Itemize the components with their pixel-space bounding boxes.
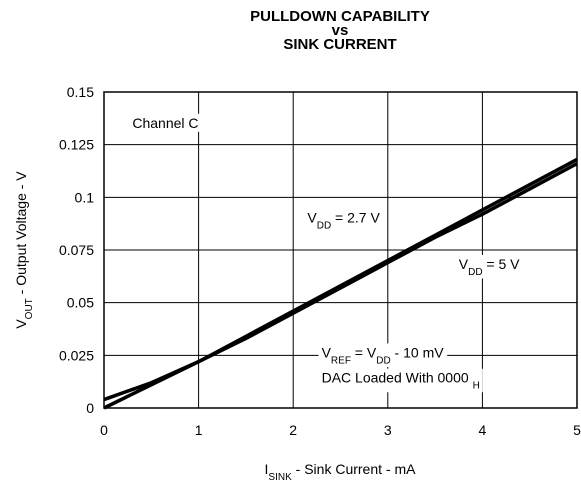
y-tick-label: 0.075 [59,242,94,258]
plot-frame [103,91,578,409]
text-part: - 10 mV [391,344,445,360]
data-line [103,162,578,402]
y-axis-label: VOUT - Output Voltage - V [13,171,35,329]
text-part: V [307,210,317,226]
text-part: H [473,380,480,391]
text-part: V [322,344,332,360]
y-tick-label: 0.1 [75,189,95,205]
text-part: DD [317,220,331,231]
text-part: DD [376,355,390,366]
annotation: VREF = VDD - 10 mV [322,344,445,366]
annotation-bg [455,254,524,279]
y-tick-label: 0.05 [67,295,94,311]
annotation: Channel C [132,115,198,131]
text-part: = 2.7 V [331,210,380,226]
x-tick-label: 4 [479,422,487,438]
text-part: REF [331,355,351,366]
annotation-bg [318,368,483,393]
annotation-bg [129,113,202,132]
y-tick-label: 0 [86,400,94,416]
text-part: V [13,319,29,329]
annotation: VDD = 5 V [459,256,520,278]
text-part: - Output Voltage - V [13,171,29,299]
y-tick-label: 0.125 [59,137,94,153]
text-part: = 5 V [483,256,521,272]
text-part: SINK [268,472,292,483]
y-tick-label: 0.025 [59,347,94,363]
x-tick-label: 3 [384,422,392,438]
y-tick-label: 0.15 [67,84,94,100]
text-part: = V [351,344,377,360]
chart-title: PULLDOWN CAPABILITY [250,8,430,25]
chart-title: vs [332,22,349,39]
annotation-bg [304,208,384,233]
x-tick-label: 5 [573,422,581,438]
annotation-bg [318,343,448,367]
lines [103,157,578,410]
text-part: DD [468,266,482,277]
grid [103,91,578,409]
x-tick-label: 2 [289,422,297,438]
text-part: OUT [24,298,35,319]
x-tick-label: 1 [195,422,203,438]
annotation: VDD = 2.7 V [307,210,380,232]
x-axis-label: ISINK - Sink Current - mA [265,461,417,483]
text-part: - Sink Current - mA [292,461,416,477]
chart-title: SINK CURRENT [283,36,396,53]
text-part: DAC Loaded With 0000 [322,370,473,386]
text-part: I [265,461,269,477]
x-tick-label: 0 [100,422,108,438]
text-part: V [459,256,469,272]
text-part: Channel C [132,115,198,131]
annotation: DAC Loaded With 0000 H [322,370,480,392]
